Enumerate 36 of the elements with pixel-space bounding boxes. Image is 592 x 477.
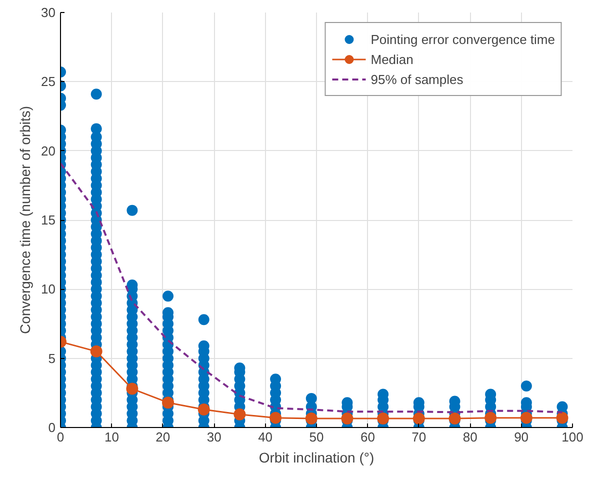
x-tick-label: 70	[412, 430, 426, 444]
y-tick-label: 0	[48, 420, 56, 435]
legend-label: Pointing error convergence time	[370, 32, 555, 46]
y-tick-label: 15	[41, 212, 56, 228]
point	[520, 412, 532, 424]
y-tick-label: 30	[41, 5, 56, 20]
y-tick-label: 5	[48, 350, 56, 366]
point	[448, 412, 461, 424]
point	[556, 412, 568, 424]
x-tick-label: 100	[562, 430, 584, 444]
x-tick-label: 60	[360, 430, 375, 444]
x-tick-label: 30	[206, 430, 222, 444]
x-axis-title: Orbit inclination (°)	[258, 450, 374, 466]
point	[162, 396, 174, 409]
x-tick-label: 20	[156, 430, 170, 444]
point	[484, 412, 497, 424]
point	[270, 412, 282, 424]
point	[377, 412, 390, 424]
point	[234, 408, 246, 420]
x-tick-label: 80	[462, 430, 478, 444]
y-axis-title: Convergence time (number of orbits)	[17, 106, 34, 334]
point	[90, 345, 102, 358]
legend-label: Median	[370, 52, 414, 66]
legend-label: 95% of samples	[370, 72, 464, 86]
x-tick-label: 40	[258, 430, 273, 444]
point	[412, 412, 425, 424]
x-tick-label: 10	[104, 430, 119, 444]
y-tick-label: 20	[41, 143, 56, 158]
point	[341, 412, 354, 424]
x-tick-label: 90	[514, 430, 529, 444]
x-tick-label: 50	[309, 430, 324, 444]
point	[126, 382, 138, 395]
y-tick-label: 25	[41, 74, 56, 90]
y-tick-label: 10	[41, 282, 56, 297]
point	[305, 412, 318, 424]
point	[198, 404, 210, 416]
